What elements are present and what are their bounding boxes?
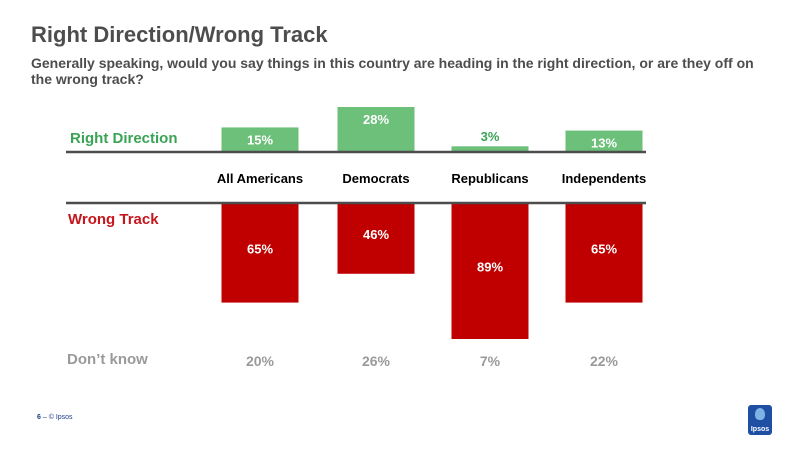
category-label: Republicans [451,171,528,186]
wrong-track-bar [565,204,643,303]
ipsos-logo: Ipsos [748,405,772,435]
right-direction-bar [337,107,415,151]
wrong-track-label: 46% [363,227,389,242]
right-direction-bar [451,146,529,151]
footer: 6 – © Ipsos [37,414,73,421]
legend-right-direction: Right Direction [70,130,178,147]
category-label: Democrats [342,171,409,186]
right-direction-label: 15% [247,132,273,147]
wrong-track-bar [337,204,415,274]
logo-text: Ipsos [750,426,770,433]
dont-know-value: 20% [246,353,275,369]
wrong-track-bar [221,204,299,303]
right-direction-bar [221,127,299,151]
wrong-track-bar [451,204,529,339]
right-direction-bar [565,130,643,151]
right-direction-label: 3% [481,129,500,144]
wrong-track-label: 89% [477,260,503,275]
footer-dash: – [42,414,47,421]
dont-know-value: 7% [480,353,501,369]
right-direction-label: 28% [363,112,389,127]
right-direction-label: 13% [591,136,617,151]
chart-title: Right Direction/Wrong Track [31,22,328,47]
legend-dont-know: Don’t know [67,351,148,368]
legend-wrong-track: Wrong Track [68,211,159,228]
category-label: All Americans [217,171,303,186]
category-label: Independents [562,171,647,186]
logo-mark-icon [755,408,765,420]
dont-know-value: 26% [362,353,391,369]
page-number: 6 [37,414,41,421]
copyright: © Ipsos [48,414,73,421]
wrong-track-label: 65% [247,241,273,256]
dont-know-value: 22% [590,353,619,369]
wrong-track-label: 65% [591,241,617,256]
chart-subtitle: Generally speaking, would you say things… [31,55,754,87]
